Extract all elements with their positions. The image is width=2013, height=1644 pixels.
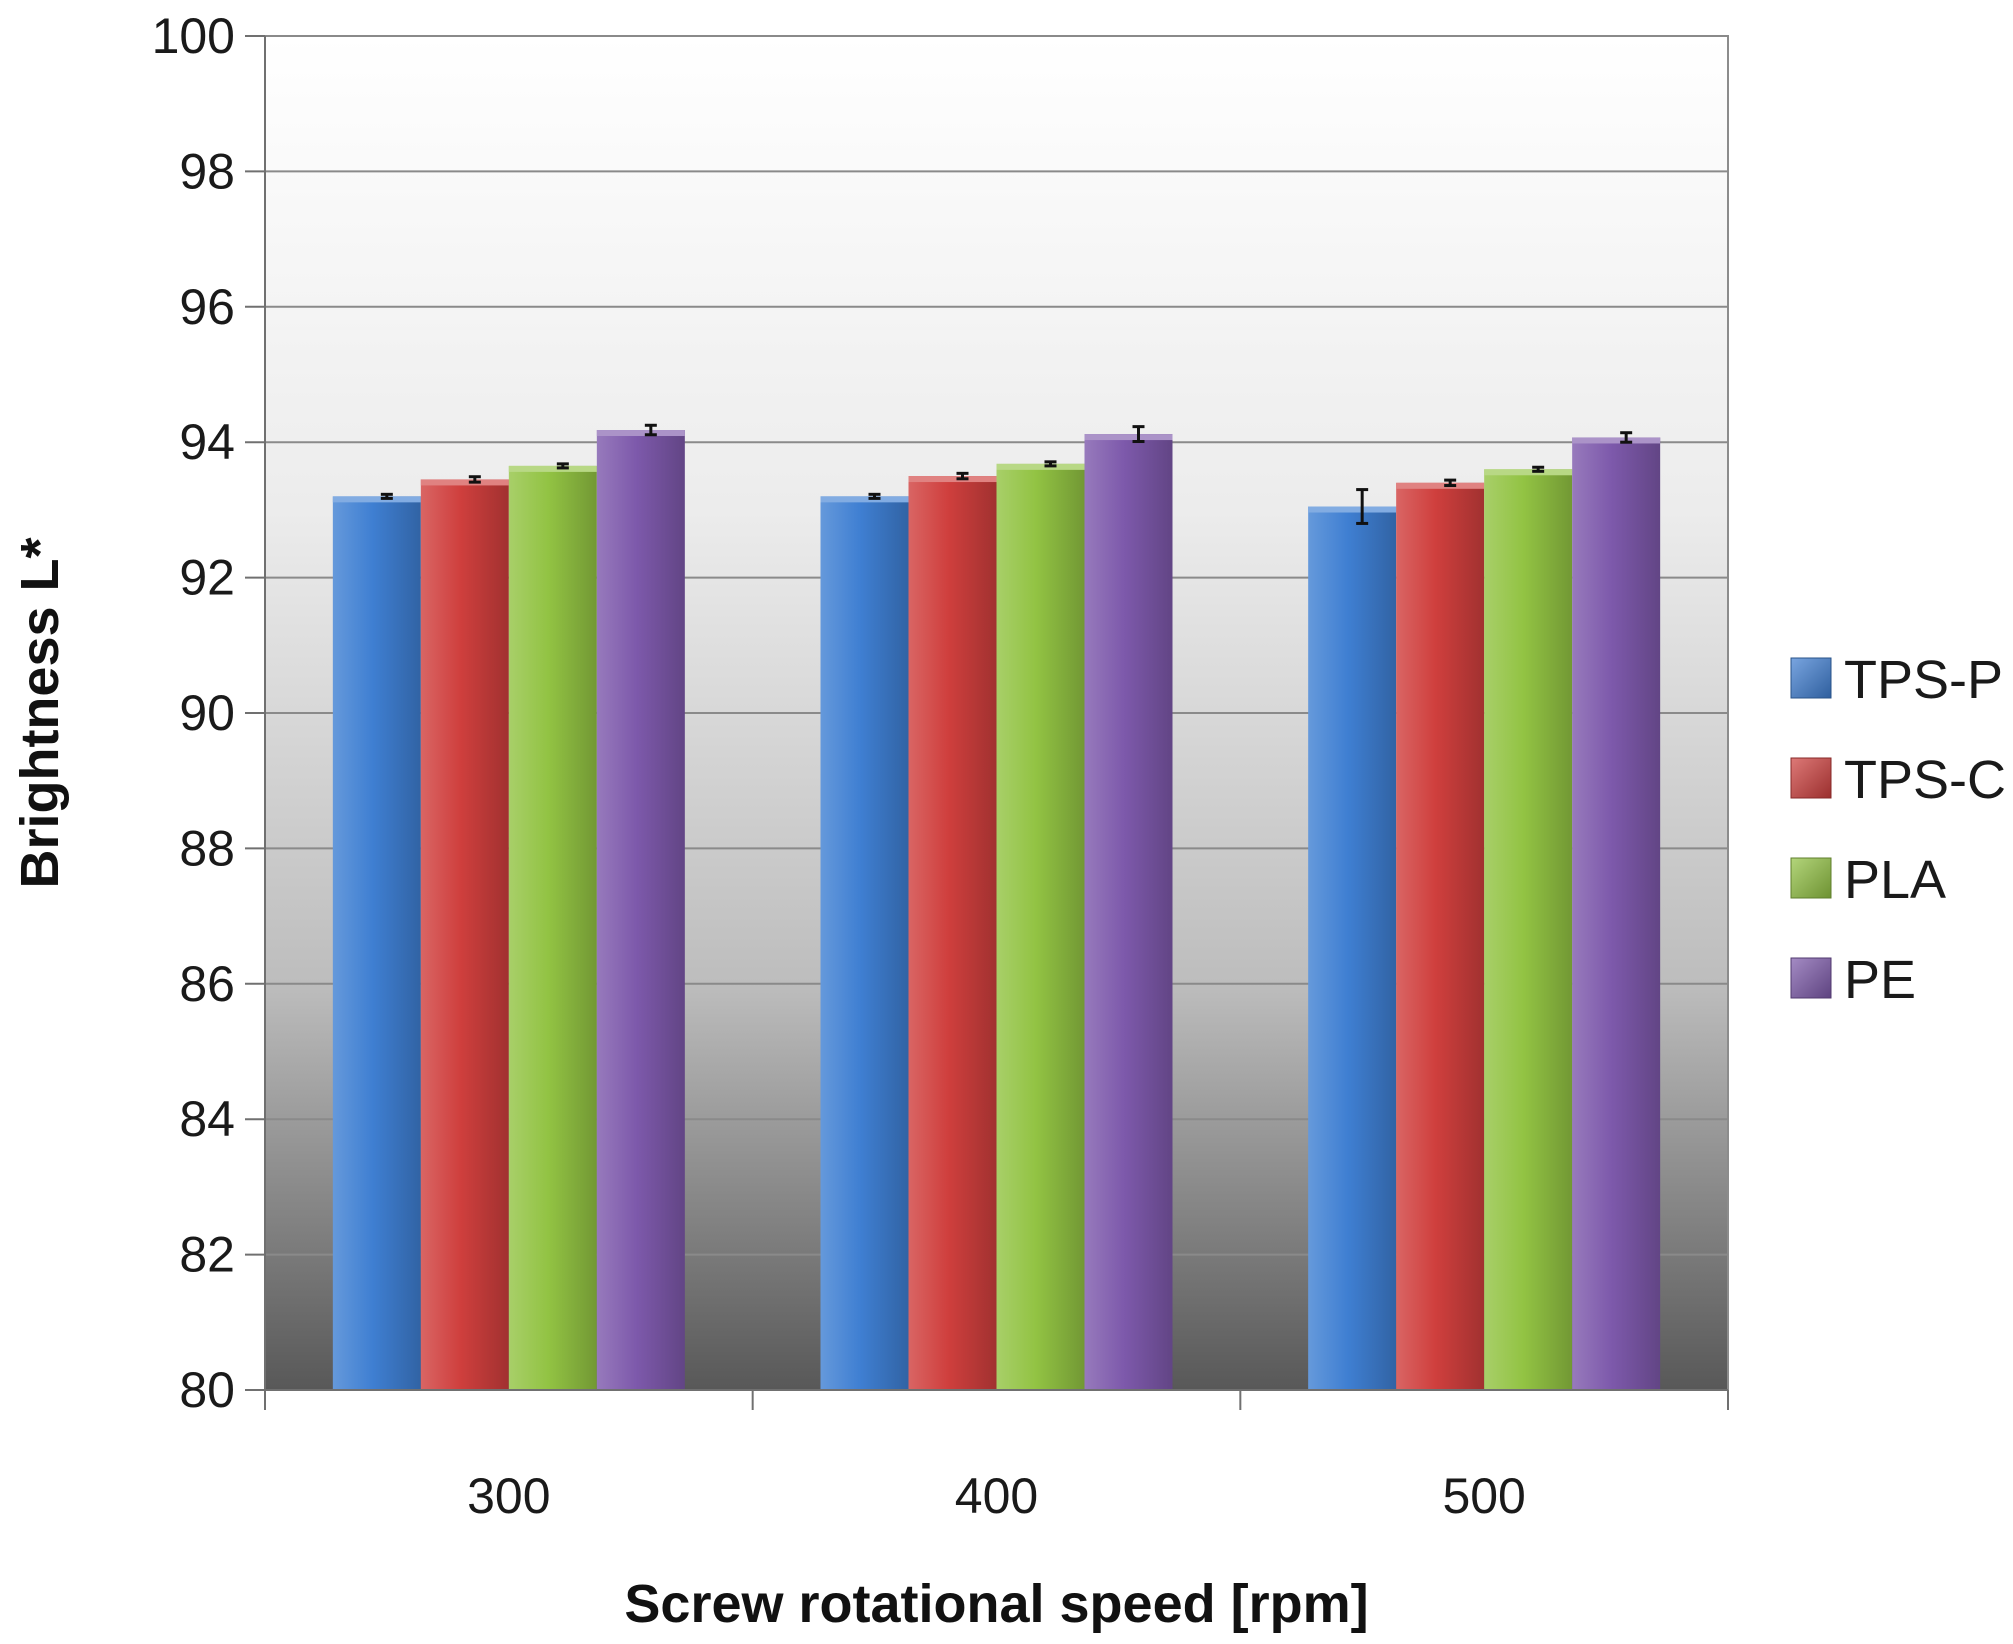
y-tick-label: 86: [179, 956, 235, 1012]
bar-pla-500: [1484, 469, 1573, 1390]
legend-label-pla: PLA: [1844, 850, 1946, 910]
x-tick-label: 500: [1442, 1468, 1525, 1524]
bar-pe-300: [596, 430, 685, 1390]
x-axis-title: Screw rotational speed [rpm]: [624, 1574, 1368, 1634]
bar-tps-c-500: [1396, 482, 1485, 1390]
bar-top-highlight: [1396, 482, 1485, 489]
legend-swatch-tps-p: [1790, 657, 1832, 699]
bar-top-highlight: [508, 465, 597, 472]
bar-top-highlight: [820, 496, 909, 503]
legend-swatch-pe: [1790, 957, 1832, 999]
y-tick-label: 82: [179, 1227, 235, 1283]
y-tick-label: 90: [179, 685, 235, 741]
bar-top-highlight: [1572, 437, 1661, 444]
bar-pe-400: [1084, 434, 1173, 1390]
bar-tps-p-300: [332, 496, 421, 1390]
bar-top-highlight: [1084, 434, 1173, 441]
x-tick-label: 300: [467, 1468, 550, 1524]
legend-swatch-pla: [1790, 857, 1832, 899]
bar-top-highlight: [596, 430, 685, 437]
axes: 80 82 84 86 88 90 92 94 96 98 100 300 400 500: [152, 8, 1729, 1524]
y-tick-label: 80: [179, 1362, 235, 1418]
bar-top-highlight: [1308, 506, 1397, 513]
bar-top-highlight: [908, 476, 997, 483]
bars: [332, 423, 1661, 1390]
y-tick-label: 100: [152, 8, 235, 64]
y-axis-title: Brightness L*: [10, 537, 70, 888]
bar-top-highlight: [996, 463, 1085, 470]
y-tick-label: 98: [179, 143, 235, 199]
bar-tps-p-500: [1308, 506, 1397, 1390]
bar-top-highlight: [420, 479, 509, 486]
bar-top-highlight: [1484, 469, 1573, 476]
legend: TPS-P TPS-C PLA PE: [1790, 650, 2006, 1010]
y-tick-label: 84: [179, 1091, 235, 1147]
bar-tps-p-400: [820, 496, 909, 1390]
y-tick-label: 96: [179, 279, 235, 335]
bar-tps-c-300: [420, 479, 509, 1390]
legend-label-tps-c: TPS-C: [1844, 750, 2006, 810]
y-tick-label: 88: [179, 820, 235, 876]
bar-tps-c-400: [908, 476, 997, 1390]
bar-pla-300: [508, 465, 597, 1390]
legend-label-pe: PE: [1844, 950, 1916, 1010]
x-tick-label: 400: [955, 1468, 1038, 1524]
y-tick-label: 94: [179, 414, 235, 470]
bar-top-highlight: [332, 496, 421, 503]
legend-label-tps-p: TPS-P: [1844, 650, 2003, 710]
bar-pla-400: [996, 463, 1085, 1390]
bar-pe-500: [1572, 437, 1661, 1390]
y-tick-label: 92: [179, 550, 235, 606]
legend-swatch-tps-c: [1790, 757, 1832, 799]
